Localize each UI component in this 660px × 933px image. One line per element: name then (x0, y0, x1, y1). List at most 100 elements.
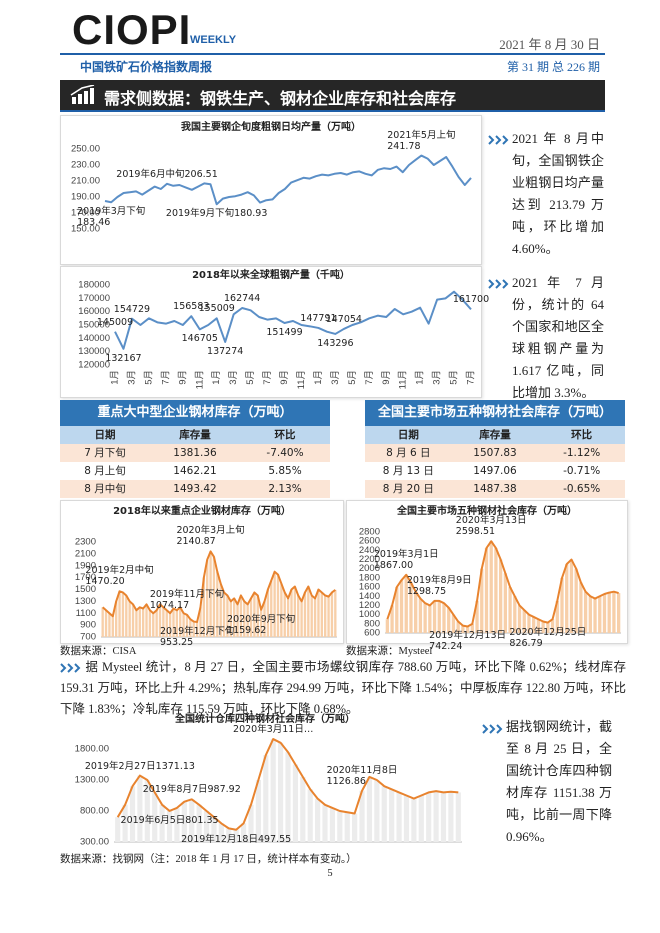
table-cell: 8 月中旬 (84, 483, 126, 495)
bar (280, 583, 283, 637)
table-title: 全国主要市场五种钢材社会库存（万吨） (365, 400, 625, 426)
data-label: 156583 (173, 301, 210, 313)
data-label: 147054 (325, 313, 362, 325)
x-tick-label: 7月 (364, 370, 375, 385)
data-label: 2019年3月下旬 183.46 (77, 206, 146, 229)
bar (366, 776, 373, 842)
bar (418, 598, 423, 633)
bar (494, 548, 498, 633)
data-label: 2020年9月下旬 1159.62 (227, 613, 296, 636)
x-tick-label: 7月 (466, 370, 477, 385)
bar (118, 591, 121, 637)
header-rule (60, 53, 605, 55)
bar (313, 598, 317, 637)
bar (602, 593, 607, 633)
bar (189, 799, 195, 842)
bar (253, 592, 256, 637)
chart-svg: 全国统计仓库四种钢材社会库存（万吨） 300.00 800.00 1300.00 180… (75, 712, 462, 848)
table-cell: 1493.42 (173, 483, 217, 495)
data-label: 2020年3月上旬 2140.87 (176, 525, 245, 548)
bar (536, 619, 541, 633)
data-label: 2019年2月中旬 1470.20 (85, 565, 154, 588)
y-tick-label: 1800 (359, 572, 380, 583)
bar (433, 791, 439, 842)
x-tick-label: 11月 (398, 370, 409, 389)
table-row: 8 月 20 日 1487.38 -0.65% (365, 480, 625, 498)
data-label: 151499 (266, 327, 303, 338)
y-tick-label: 1700 (75, 572, 96, 583)
bar (278, 742, 284, 842)
bar (239, 595, 243, 637)
column-header: 环比 (274, 429, 296, 441)
y-tick-label: 250.00 (71, 144, 100, 155)
bar (484, 548, 489, 633)
bar (385, 619, 390, 633)
bar (292, 764, 298, 842)
y-tick-label: 800.00 (80, 806, 109, 817)
y-tick-label: 300.00 (80, 837, 109, 848)
bar (389, 789, 395, 842)
bar (189, 619, 192, 637)
data-label: 2019年12月下旬 953.25 (159, 625, 235, 648)
y-tick-label: 170.00 (71, 208, 100, 219)
bar (359, 790, 365, 842)
bar (598, 596, 602, 633)
bar (324, 595, 327, 637)
table-cell: 8 月上旬 (84, 465, 126, 477)
y-tick-label: 1800.00 (75, 744, 109, 755)
data-label: 146705 (181, 333, 218, 345)
bar (219, 583, 222, 637)
bar (300, 601, 303, 637)
y-tick-label: 900 (80, 620, 96, 631)
bar (216, 571, 219, 637)
logo: CIOPI (72, 6, 192, 53)
bar (320, 592, 324, 637)
chart-box: 2018年以来重点企业钢材库存（万吨） 700 900 1100 1300 1500 170… (60, 500, 344, 648)
y-tick-label: 1600 (359, 582, 380, 593)
chart-title: 全国统计仓库四种钢材社会库存（万吨） (174, 712, 355, 725)
line (114, 290, 472, 350)
bar (233, 829, 239, 842)
bar (263, 601, 266, 637)
section-bar: 需求侧数据：钢铁生产、钢材企业库存和社会库存 (60, 80, 605, 112)
x-tick-label: 11月 (296, 370, 307, 389)
table-row: 8 月 13 日 1497.06 -0.71% (365, 462, 625, 480)
bar (513, 596, 517, 633)
bar (135, 610, 138, 637)
bar (498, 559, 503, 633)
y-tick-label: 160000 (78, 306, 110, 317)
note: 据找钢网统计，截至 8 月 25 日，全国统计仓库四种钢材库存 1151.38 … (506, 719, 612, 844)
x-tick-label: 7月 (160, 370, 171, 385)
data-label: 2019年8月7日987.92 (142, 784, 241, 796)
chart-svg: 2018年以来重点企业钢材库存（万吨） 700900110013001500170… (75, 504, 337, 643)
bar (396, 792, 402, 842)
bar (426, 792, 432, 842)
bar (579, 582, 583, 633)
data-label: 162744 (224, 293, 261, 304)
bar (303, 592, 307, 637)
x-tick-label: 1月 (211, 370, 222, 385)
bar (165, 610, 168, 637)
bar (209, 551, 212, 637)
y-tick-label: 1900 (75, 560, 96, 571)
bar (270, 739, 276, 842)
bar (270, 580, 273, 637)
line (116, 738, 459, 831)
chevron-icon (488, 279, 509, 289)
table-header: 日期 库存量 环比 (365, 426, 625, 444)
logo-tag: WEEKLY (190, 34, 237, 46)
x-tick-label: 1月 (313, 370, 324, 385)
bar (145, 604, 148, 637)
bar (565, 564, 569, 633)
data-label: 2020年3月13日 2598.51 (455, 515, 527, 538)
y-tick-label: 800 (364, 618, 380, 629)
subtitle: 中国铁矿石价格指数周报 (80, 60, 213, 74)
bar (255, 780, 261, 842)
bar (322, 804, 328, 842)
bar (222, 592, 226, 637)
y-tick-label: 2300 (75, 537, 96, 548)
source: 数据来源：Mysteel (346, 646, 433, 657)
x-tick-label: 1月 (110, 370, 121, 385)
y-tick-label: 170000 (78, 293, 110, 304)
